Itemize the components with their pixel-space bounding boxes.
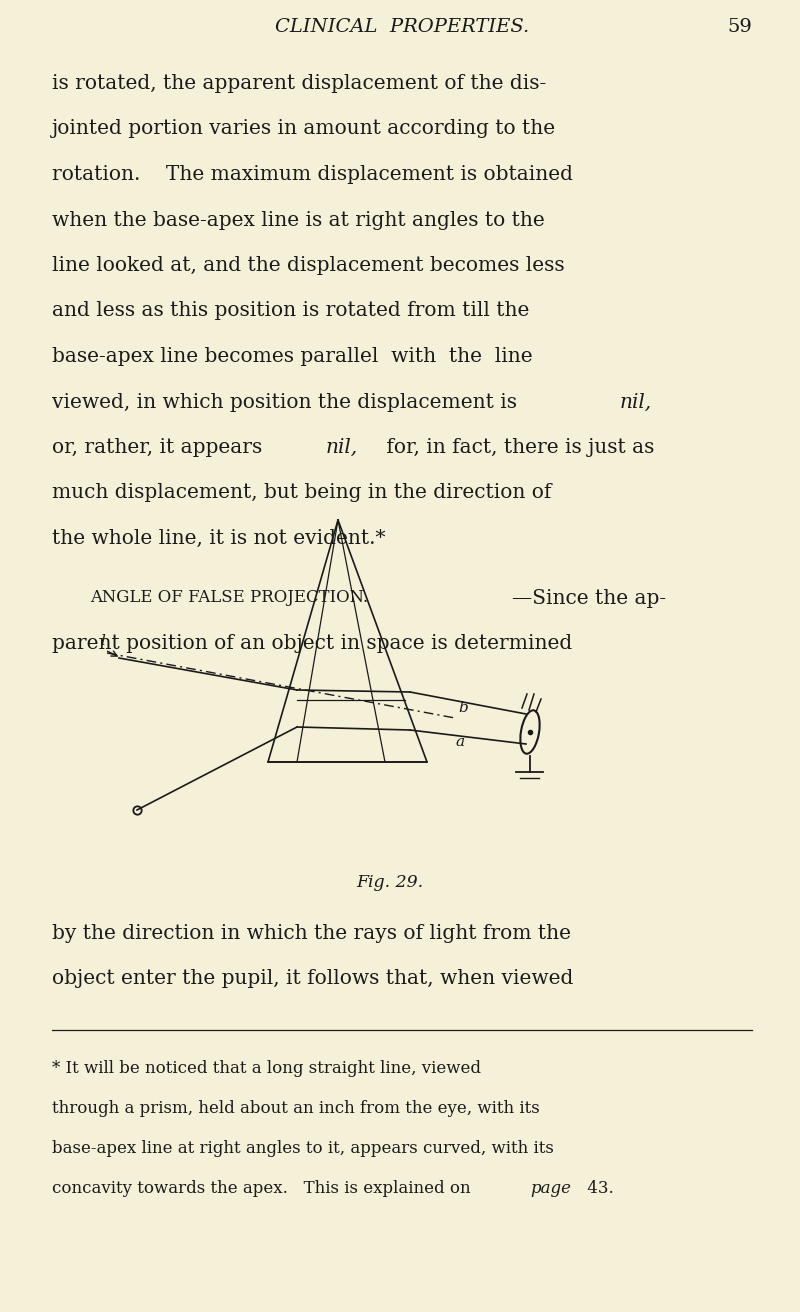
- Text: a: a: [455, 735, 464, 749]
- Text: much displacement, but being in the direction of: much displacement, but being in the dire…: [52, 484, 551, 502]
- Text: the whole line, it is not evident.*: the whole line, it is not evident.*: [52, 529, 386, 548]
- Text: by the direction in which the rays of light from the: by the direction in which the rays of li…: [52, 924, 571, 943]
- Text: for, in fact, there is just as: for, in fact, there is just as: [380, 438, 654, 457]
- Text: jointed portion varies in amount according to the: jointed portion varies in amount accordi…: [52, 119, 556, 139]
- Text: or, rather, it appears: or, rather, it appears: [52, 438, 269, 457]
- Text: parent position of an object in space is determined: parent position of an object in space is…: [52, 635, 572, 653]
- Text: 43.: 43.: [582, 1179, 614, 1197]
- Text: ANGLE OF FALSE PROJECTION.: ANGLE OF FALSE PROJECTION.: [90, 589, 368, 606]
- Text: line looked at, and the displacement becomes less: line looked at, and the displacement bec…: [52, 256, 565, 276]
- Text: base-apex line at right angles to it, appears curved, with its: base-apex line at right angles to it, ap…: [52, 1140, 554, 1157]
- Text: is rotated, the apparent displacement of the dis-: is rotated, the apparent displacement of…: [52, 73, 546, 93]
- Text: Fig. 29.: Fig. 29.: [357, 874, 423, 891]
- Text: 59: 59: [727, 18, 752, 35]
- Text: base-apex line becomes parallel  with  the  line: base-apex line becomes parallel with the…: [52, 346, 533, 366]
- Text: object enter the pupil, it follows that, when viewed: object enter the pupil, it follows that,…: [52, 970, 574, 988]
- Text: concavity towards the apex.   This is explained on: concavity towards the apex. This is expl…: [52, 1179, 476, 1197]
- Text: * It will be noticed that a long straight line, viewed: * It will be noticed that a long straigh…: [52, 1060, 481, 1077]
- Text: nil,: nil,: [326, 438, 358, 457]
- Text: b: b: [458, 701, 468, 715]
- Text: through a prism, held about an inch from the eye, with its: through a prism, held about an inch from…: [52, 1099, 540, 1117]
- Text: nil,: nil,: [620, 392, 652, 412]
- Text: CLINICAL  PROPERTIES.: CLINICAL PROPERTIES.: [275, 18, 529, 35]
- Text: —Since the ap-: —Since the ap-: [512, 589, 666, 607]
- Text: page: page: [530, 1179, 571, 1197]
- Text: rotation.    The maximum displacement is obtained: rotation. The maximum displacement is ob…: [52, 165, 573, 184]
- Text: when the base-apex line is at right angles to the: when the base-apex line is at right angl…: [52, 210, 545, 230]
- Text: viewed, in which position the displacement is: viewed, in which position the displaceme…: [52, 392, 523, 412]
- Text: and less as this position is rotated from till the: and less as this position is rotated fro…: [52, 302, 530, 320]
- Text: l: l: [100, 634, 105, 648]
